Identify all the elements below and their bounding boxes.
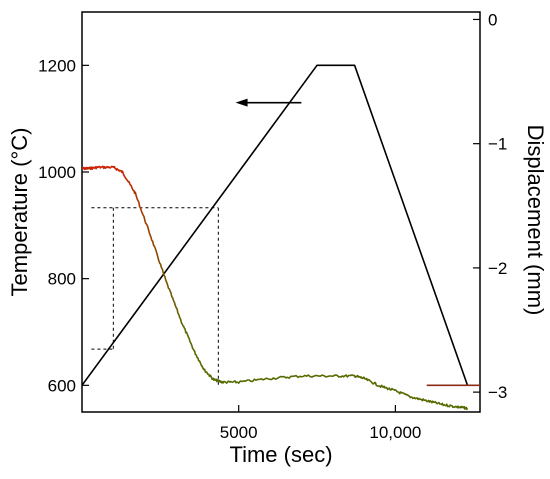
- y-right-tick-label: −2: [488, 259, 507, 278]
- guide-lines: [91, 207, 219, 386]
- y-left-tick-label: 1200: [38, 56, 76, 75]
- y-axis-right-title: Displacement (mm): [523, 125, 548, 316]
- y-left-tick-label: 600: [48, 376, 76, 395]
- x-tick-label: 10,000: [369, 423, 421, 442]
- plot-frame: [81, 11, 481, 413]
- x-axis-title: Time (sec): [229, 442, 332, 467]
- y-right-tick-label: −3: [488, 383, 507, 402]
- y-right-tick-label: −1: [488, 135, 507, 154]
- series-temperature-line: [82, 64, 469, 386]
- y-axis-left-title: Temperature (°C): [7, 128, 32, 297]
- arrows-layer: [235, 98, 480, 387]
- x-tick-label: 5000: [220, 423, 258, 442]
- series-layer: [82, 64, 469, 411]
- y-left-tick-label: 1000: [38, 163, 76, 182]
- y-left-tick-label: 800: [48, 270, 76, 289]
- y-right-tick-label: 0: [488, 10, 497, 29]
- series-displacement-line: [82, 165, 469, 411]
- arrow-left-temperature-head: [235, 98, 248, 107]
- axis-ticks: 5000 10,000 600 800 1000 1200 0 −1 −2 −3: [38, 10, 507, 442]
